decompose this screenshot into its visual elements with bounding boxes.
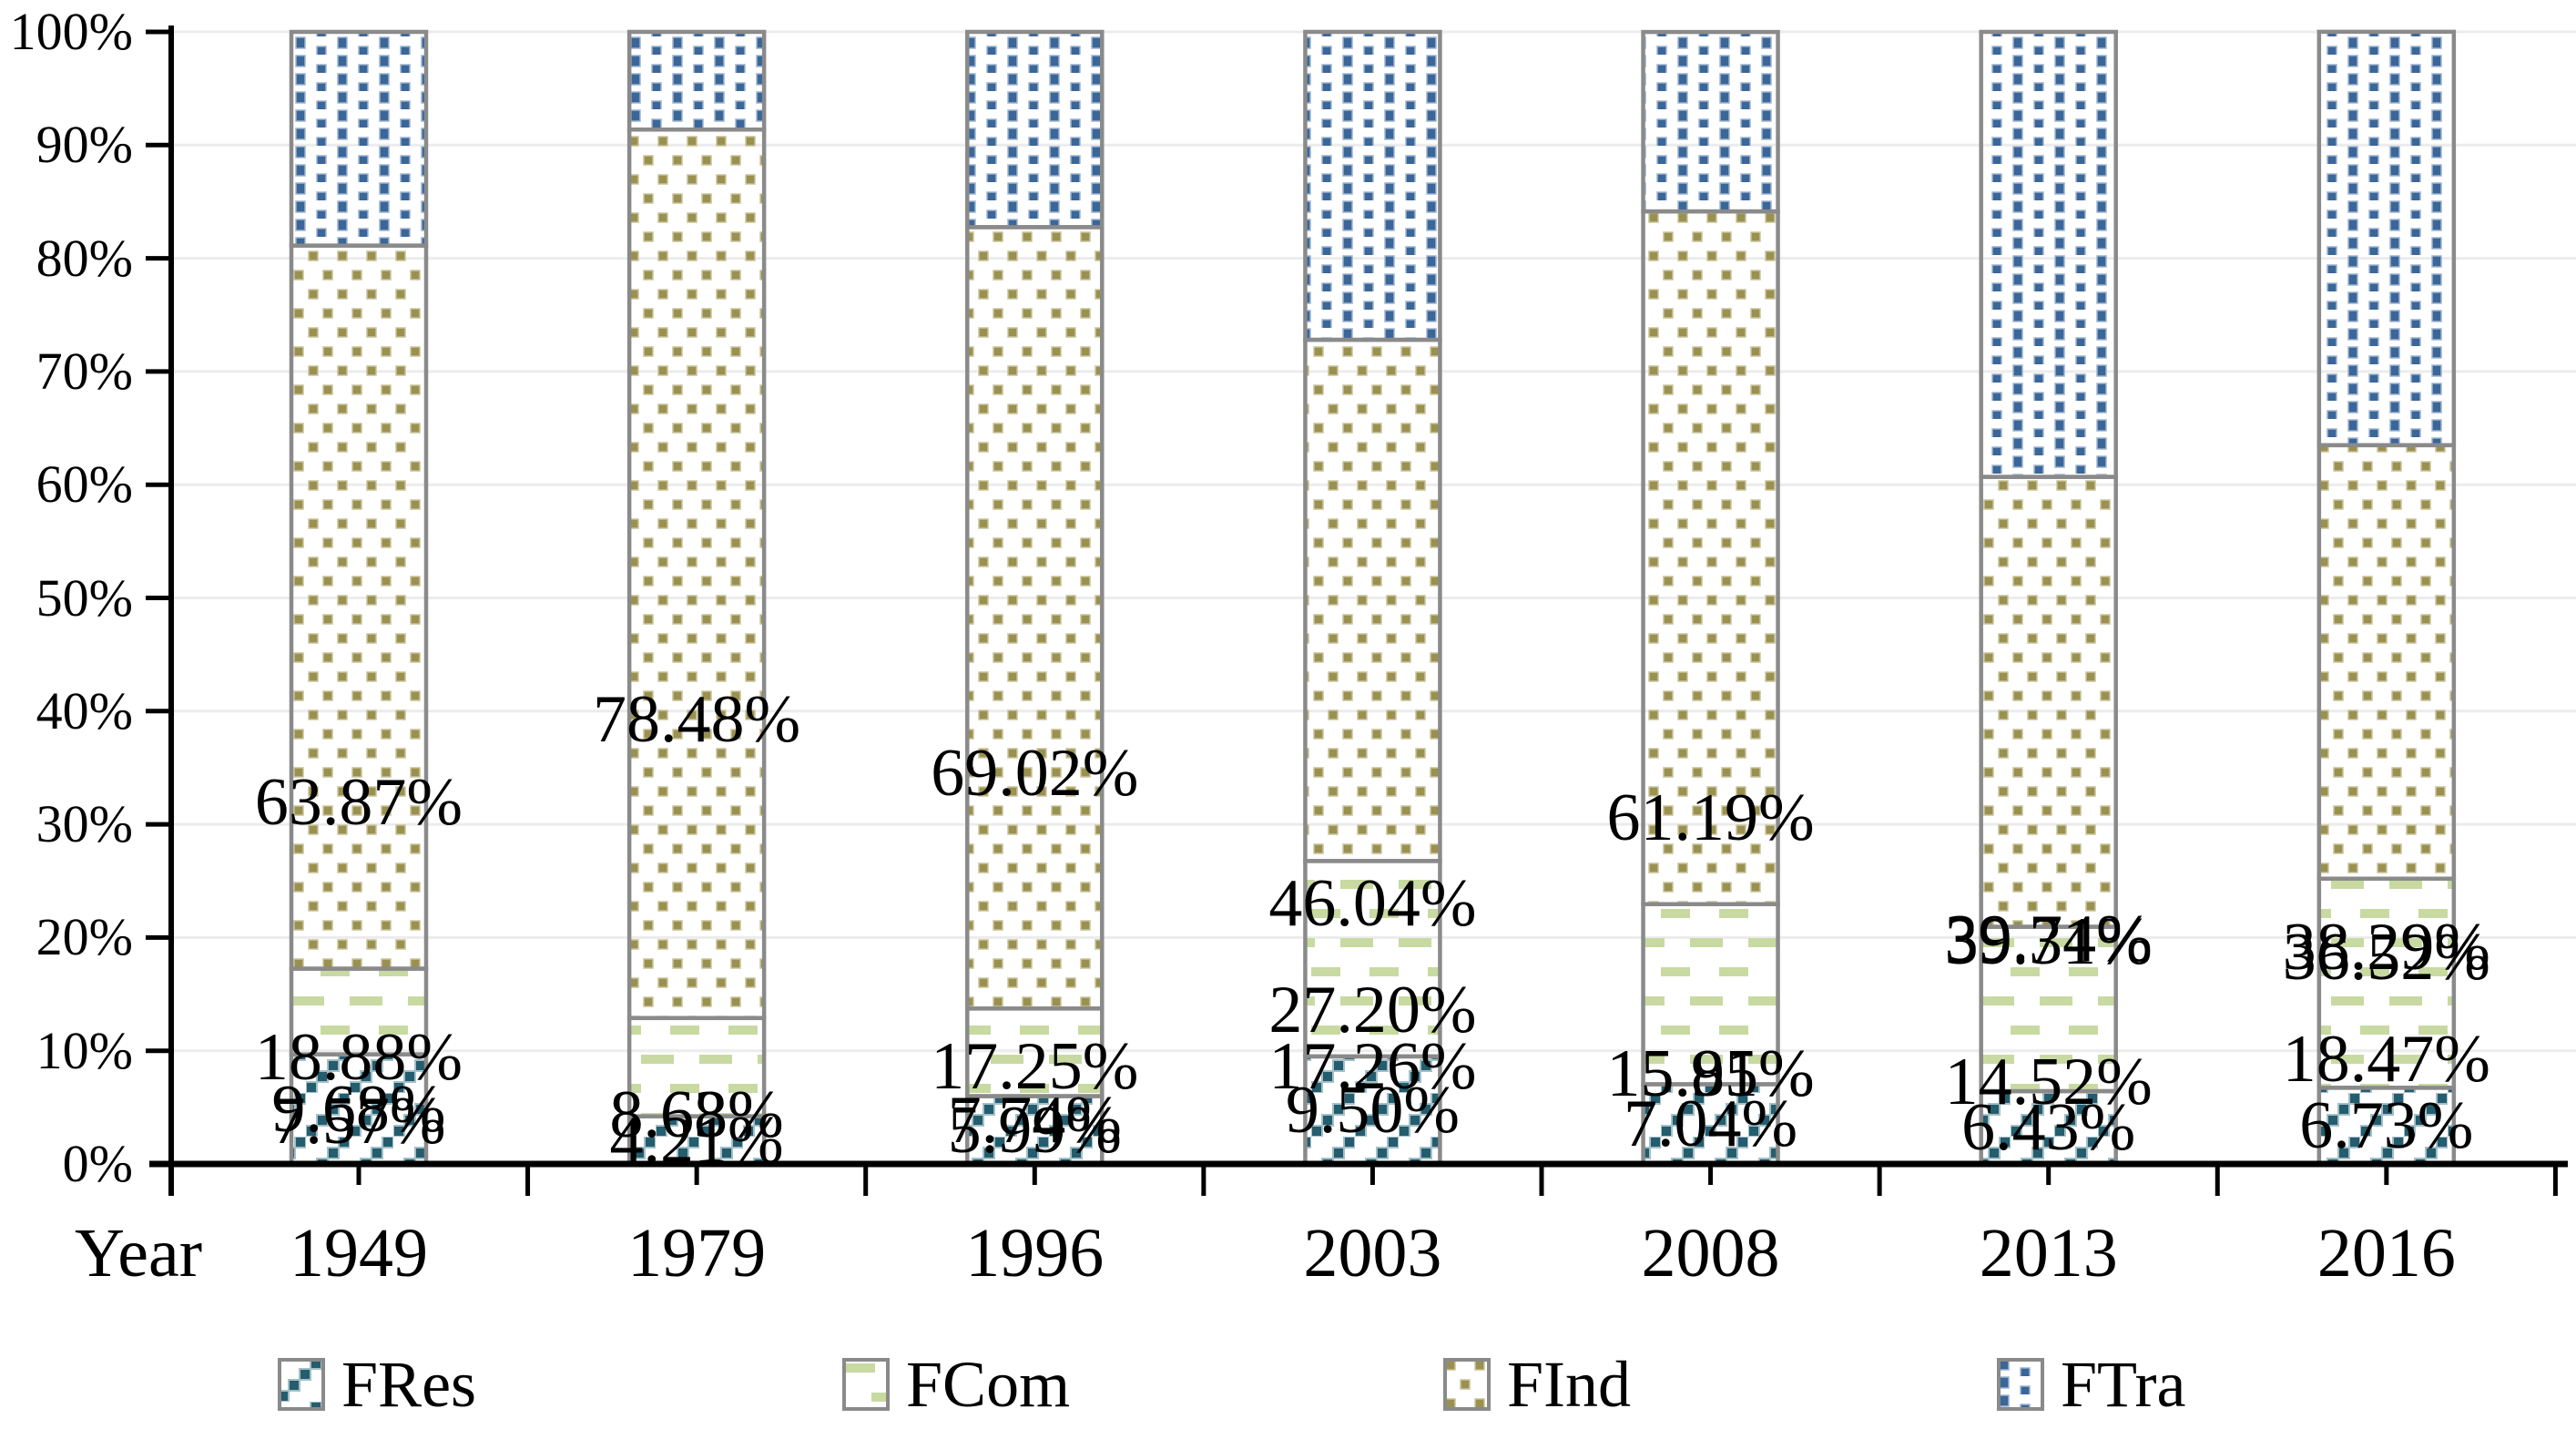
data-label-FTra-1949: 18.88% [254,1019,463,1095]
data-label-FTra-2003: 27.20% [1268,972,1477,1047]
bar-segment-FCom-2013 [1979,924,2118,1094]
data-label-FInd-2016: 38.29% [2282,910,2490,985]
data-label-FCom-1949: 7.57% [271,1083,446,1159]
bar-segment-FTra-2003 [1303,29,1442,342]
y-axis-tick-label: 20% [36,907,133,967]
category-label-1979: 1979 [627,1215,767,1291]
data-label-FRes-2003: 9.50% [1285,1072,1460,1148]
legend-label-fcom: FCom [906,1348,1071,1421]
data-label-FInd-2008: 61.19% [1606,780,1815,855]
axes-group [146,26,2568,1196]
bar-segment-FTra-1949 [289,29,429,248]
y-axis-tick-label: 100% [9,2,133,61]
data-label-FRes-2013: 6.43% [1961,1090,2136,1166]
category-label-1996: 1996 [965,1215,1105,1291]
data-label-FTra-2008: 15.85% [1606,1036,1815,1112]
data-label-FCom-2008: 15.91% [1606,1036,1815,1112]
bar-segment-FRes-2003 [1303,1054,1442,1167]
y-axis-tick-label: 60% [36,454,133,515]
legend-label-ftra: FTra [2061,1348,2186,1421]
y-axis-tick-label: 70% [36,341,133,401]
data-label-FTra-1979: 8.63% [609,1077,784,1153]
y-axis-tick-label: 0% [62,1134,133,1193]
bar-segment-FTra-2016 [2316,29,2457,448]
bar-segment-FCom-1979 [626,1016,767,1118]
bar-segment-FInd-1996 [965,225,1105,1011]
data-label-FInd-1996: 69.02% [931,736,1139,811]
category-label-2003: 2003 [1303,1215,1442,1291]
legend-item-fcom: FCom [842,1352,1070,1417]
y-axis-tick-label: 90% [36,115,133,175]
legend-swatch-fres-icon [278,1358,325,1411]
data-label-FInd-1949: 63.87% [254,765,463,841]
data-label-FCom-1996: 7.74% [947,1082,1122,1158]
data-label-FRes-1996: 5.99% [947,1092,1122,1168]
data-label-FRes-1949: 9.68% [271,1071,446,1147]
legend-label-fres: FRes [341,1348,477,1421]
legend-swatch-fcom-icon [842,1358,890,1411]
bar-segment-FCom-1996 [965,1006,1105,1098]
data-label-FCom-2013: 14.52% [1944,1044,2153,1119]
data-label-FTra-2013: 39.31% [1944,903,2153,979]
bar-segment-FRes-1996 [965,1094,1105,1167]
y-axis-tick-label: 10% [36,1020,133,1080]
data-label-FCom-2016: 18.47% [2282,1022,2490,1097]
bar-segment-FRes-1979 [626,1114,767,1167]
bar-segment-FRes-2016 [2316,1086,2457,1167]
category-label-1949: 1949 [290,1215,428,1291]
category-label-2008: 2008 [1641,1215,1780,1291]
bar-segment-FInd-2016 [2316,443,2457,882]
bar-segment-FInd-2013 [1979,475,2118,929]
bar-segment-FTra-2008 [1641,29,1780,214]
x-axis-title: Year [74,1215,203,1291]
y-axis-tick-label: 50% [36,567,133,628]
data-label-FTra-1996: 17.25% [931,1028,1139,1104]
bar-segment-FInd-1979 [626,128,767,1021]
y-axis-tick-label: 30% [36,794,133,854]
legend-label-find: FInd [1507,1348,1632,1421]
data-label-FInd-2003: 46.04% [1268,865,1477,941]
data-label-FRes-1979: 4.21% [609,1102,784,1178]
category-label-2016: 2016 [2316,1215,2456,1291]
data-label-FRes-2008: 7.04% [1623,1087,1798,1162]
y-axis-tick-label: 40% [36,680,133,740]
bar-segment-FTra-2013 [1979,29,2118,479]
bar-segment-FTra-1996 [965,29,1105,230]
bar-segment-FCom-2016 [2316,876,2457,1090]
data-label-FCom-1979: 8.68% [609,1077,784,1153]
legend-swatch-ftra-icon [1997,1358,2044,1411]
data-label-FInd-2013: 39.74% [1944,902,2153,977]
data-label-FCom-2003: 17.26% [1268,1028,1477,1104]
data-label-FRes-2016: 6.73% [2299,1088,2474,1164]
bar-segment-FTra-1979 [626,29,767,132]
data-label-FInd-1979: 78.48% [593,682,801,758]
data-label-FTra-2016: 36.52% [2282,920,2490,995]
legend-item-fres: FRes [278,1352,476,1417]
bar-segment-FInd-1949 [289,243,429,971]
bar-segment-FInd-2003 [1303,337,1442,863]
legend-swatch-find-icon [1443,1358,1491,1411]
legend-item-find: FInd [1443,1352,1631,1417]
category-label-2013: 2013 [1979,1215,2118,1291]
legend-item-ftra: FTra [1997,1352,2185,1417]
bars-group [289,29,2457,1167]
y-axis-tick-label: 80% [36,228,133,288]
